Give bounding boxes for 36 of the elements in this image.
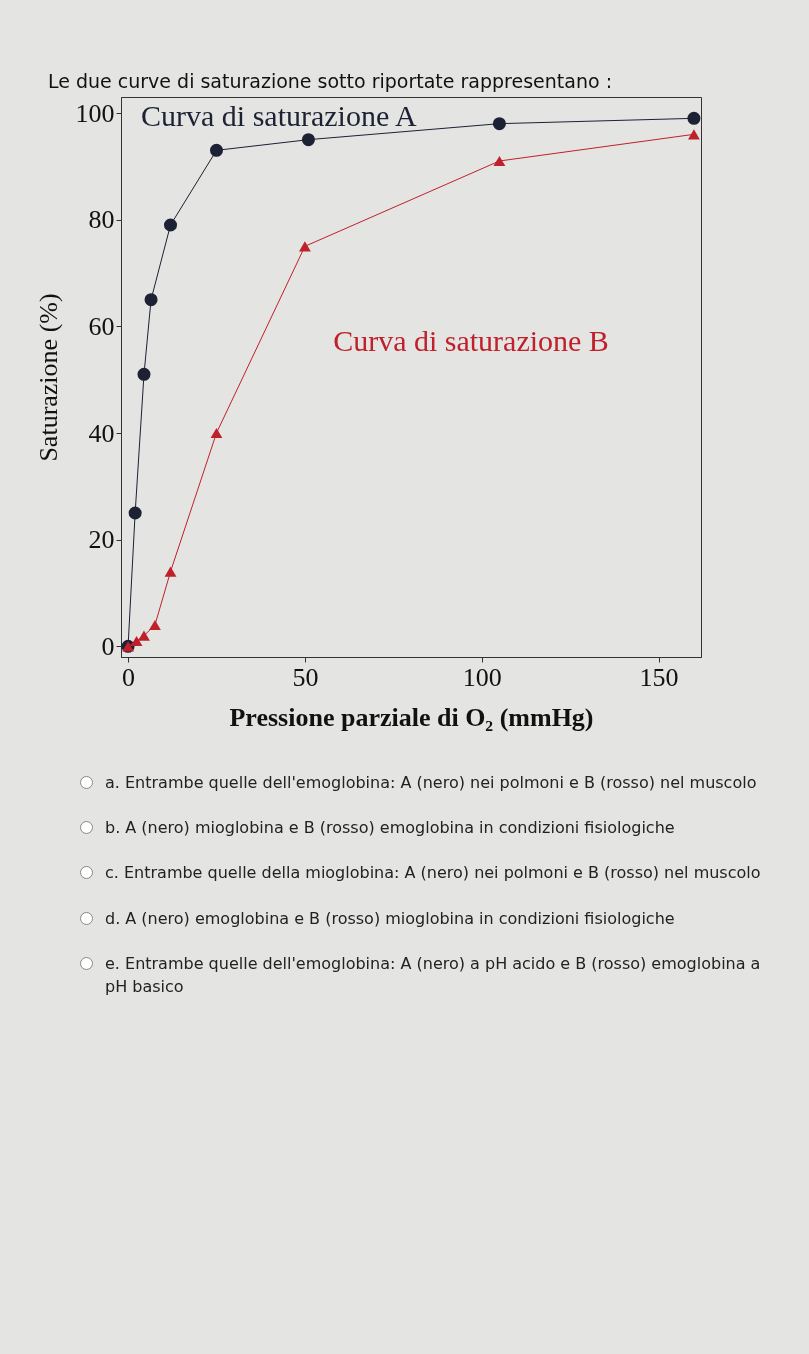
text: c. Entrambe quelle della mioglobina: A (nero) nei polmoni e B (rosso) nel muscolo [105, 862, 761, 885]
y-tick-label: 60 [88, 311, 115, 341]
x-axis-title: Pressione parziale di O₂ (mmHg) [229, 702, 594, 732]
y-tick-label: 80 [88, 205, 115, 235]
point [301, 133, 315, 147]
y-tick-label: 40 [88, 418, 115, 448]
series-label: Curva di saturazione A [141, 99, 418, 132]
text: d. A (nero) emoglobina e B (rosso) mioglobina in condizioni fisiologiche [105, 907, 675, 930]
point [164, 566, 177, 577]
x-tick-label: 0 [122, 662, 136, 692]
y-tick-label: 0 [101, 631, 115, 661]
y-axis-title: Saturazione (%) [33, 293, 63, 462]
point [138, 630, 150, 641]
point [687, 111, 701, 125]
point [163, 218, 178, 232]
point [298, 241, 311, 252]
point [130, 635, 143, 647]
point [493, 155, 506, 167]
point [209, 143, 224, 157]
x-tick-label: 50 [292, 662, 319, 692]
text: a. Entrambe quelle dell'emoglobina: A (nero) nei polmoni e B (rosso) nel muscolo [105, 772, 757, 794]
series-label: Curva di saturazione B [333, 324, 609, 357]
text: e. Entrambe quelle dell'emoglobina: A (nero) a pH acido e B (rosso) emoglobina a pH basico [105, 952, 762, 998]
x-tick-label: 150 [639, 662, 679, 692]
point [210, 427, 223, 439]
point [688, 129, 700, 140]
point [144, 293, 158, 307]
point [137, 367, 151, 381]
chart-title: Le due curve di saturazione sotto riportate rappresentano : [47, 69, 614, 92]
point [492, 117, 506, 131]
y-tick-label: 100 [75, 98, 115, 128]
x-tick-label: 100 [462, 662, 502, 692]
point [149, 619, 161, 631]
point [128, 506, 142, 520]
y-tick-label: 20 [88, 525, 115, 555]
text: b. A (nero) mioglobina e B (rosso) emoglobina in condizioni fisiologiche [105, 817, 675, 840]
